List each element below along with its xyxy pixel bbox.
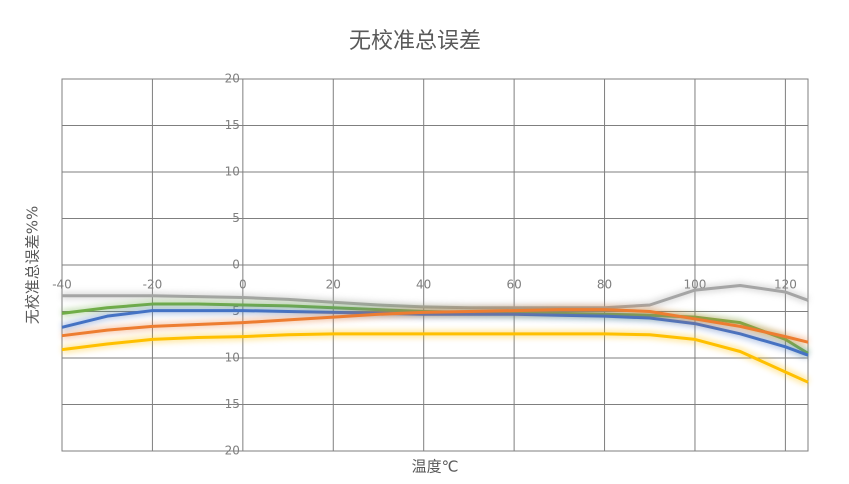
x-tick-label: 60 xyxy=(506,278,521,292)
x-tick-label: 40 xyxy=(416,278,431,292)
x-tick-label: -20 xyxy=(143,278,163,292)
x-axis-label: 温度℃ xyxy=(412,458,459,476)
y-tick-label: 0 xyxy=(232,258,240,272)
y-tick-label: 20 xyxy=(225,72,240,86)
line-series xyxy=(61,332,809,384)
y-axis-label: 无校准总误差%% xyxy=(24,206,42,325)
x-tick-label: 20 xyxy=(326,278,341,292)
line-series xyxy=(62,283,809,310)
x-tick-label: 0 xyxy=(239,278,247,292)
y-tick-label: 5 xyxy=(232,211,240,225)
y-tick-label: 15 xyxy=(225,118,240,132)
y-tick-label: -10 xyxy=(220,351,240,365)
line-series xyxy=(61,308,809,344)
x-tick-label: 80 xyxy=(597,278,612,292)
y-tick-label: -15 xyxy=(220,397,240,411)
x-tick-label: -40 xyxy=(52,278,72,292)
chart-title: 无校准总误差 xyxy=(349,29,481,54)
y-tick-label: -20 xyxy=(220,444,240,458)
y-tick-label: 10 xyxy=(225,165,240,179)
